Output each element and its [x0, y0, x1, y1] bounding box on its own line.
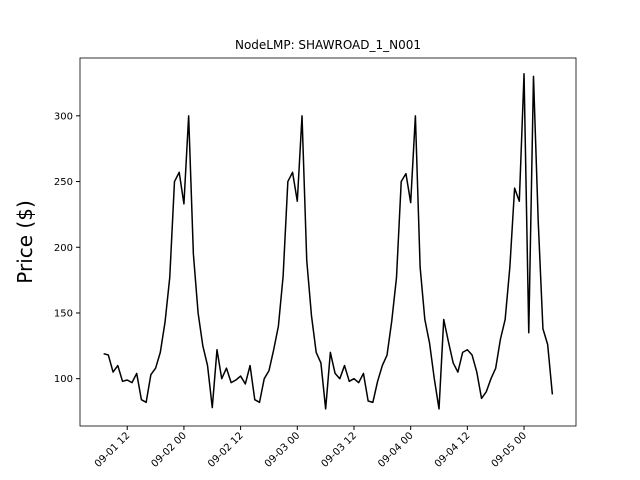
y-tick-label: 200	[54, 243, 73, 254]
y-axis-label: Price ($)	[13, 200, 37, 283]
line	[103, 73, 554, 410]
y-tick-label: 100	[54, 374, 73, 385]
y-tick-label: 250	[54, 177, 73, 188]
y-tick-label: 300	[54, 111, 73, 122]
chart-title: NodeLMP: SHAWROAD_1_N001	[235, 38, 421, 52]
y-tick-label: 150	[54, 308, 73, 319]
plot-frame	[79, 57, 577, 427]
